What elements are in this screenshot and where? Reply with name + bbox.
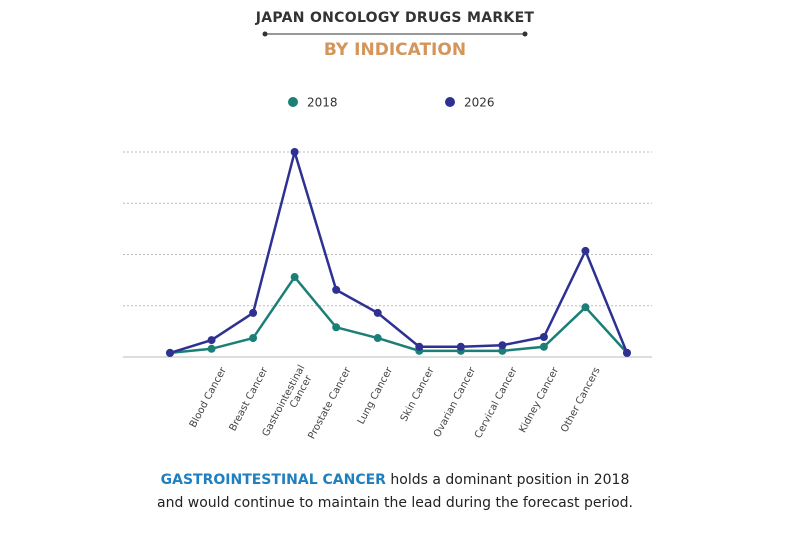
- data-point: [332, 285, 341, 294]
- data-point: [166, 348, 174, 357]
- x-tick-label: Prostate Cancer: [306, 365, 353, 441]
- x-tick-label: Ovarian Cancer: [432, 365, 479, 440]
- legend-marker: [445, 97, 455, 107]
- rule-dot: [522, 31, 528, 37]
- data-point: [539, 342, 548, 351]
- legend-label: 2026: [464, 96, 495, 110]
- x-tick-label: Kidney Cancer: [517, 365, 561, 435]
- chart-title: JAPAN ONCOLOGY DRUGS MARKET: [255, 10, 535, 26]
- series-line: [169, 147, 629, 355]
- rule-dot: [262, 31, 268, 37]
- data-point: [498, 341, 507, 350]
- caption-text: holds a dominant position in 2018: [390, 472, 629, 488]
- data-point: [456, 342, 465, 351]
- data-point: [290, 273, 299, 282]
- data-point: [249, 334, 258, 343]
- chart-subtitle: BY INDICATION: [324, 40, 466, 60]
- x-tick-label: Skin Cancer: [399, 365, 437, 424]
- x-tick-label: Lung Cancer: [356, 365, 396, 426]
- data-point: [373, 308, 382, 317]
- data-point: [581, 303, 590, 312]
- data-point: [373, 334, 382, 343]
- legend-label: 2018: [307, 96, 338, 110]
- data-point: [415, 342, 424, 351]
- data-point: [332, 323, 341, 332]
- x-tick-label: Blood Cancer: [188, 365, 229, 430]
- x-tick-label: Other Cancers: [559, 366, 603, 435]
- caption-text: and would continue to maintain the lead …: [157, 495, 633, 511]
- data-point: [498, 346, 507, 355]
- caption-highlight: GASTROINTESTINAL CANCER: [161, 472, 387, 488]
- data-point: [539, 333, 548, 342]
- caption: GASTROINTESTINAL CANCER holds a dominant…: [161, 472, 630, 488]
- x-tick-label: Cervical Cancer: [473, 365, 520, 440]
- data-point: [623, 348, 631, 357]
- data-point: [207, 336, 216, 345]
- data-point: [249, 308, 258, 317]
- data-point: [581, 246, 590, 255]
- legend-marker: [288, 97, 298, 107]
- data-point: [290, 148, 299, 156]
- data-point: [207, 344, 216, 353]
- x-tick-label: Breast Cancer: [228, 365, 271, 433]
- series-line: [169, 274, 628, 355]
